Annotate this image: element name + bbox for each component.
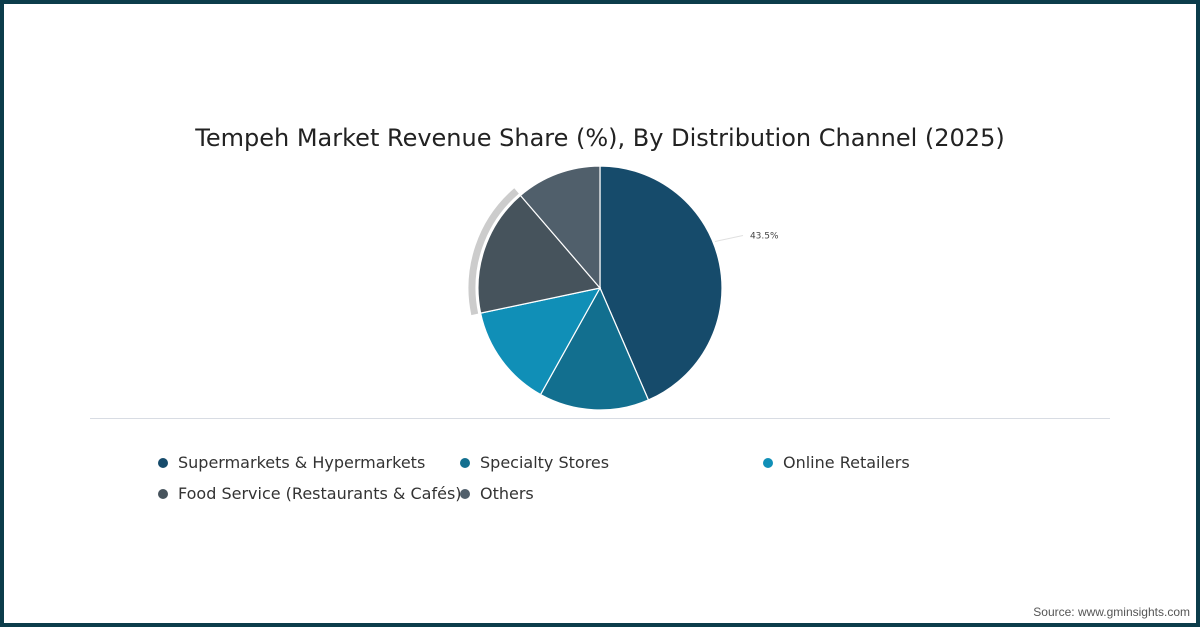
chart-title: Tempeh Market Revenue Share (%), By Dist… bbox=[195, 124, 1005, 152]
legend-label: Food Service (Restaurants & Cafés) bbox=[178, 484, 462, 503]
pie-chart: 43.5% bbox=[468, 165, 779, 411]
legend-marker bbox=[460, 457, 470, 468]
pie-slice-4[interactable] bbox=[519, 165, 601, 290]
legend-label: Online Retailers bbox=[783, 453, 910, 472]
legend-divider bbox=[90, 418, 1110, 419]
legend-label: Others bbox=[480, 484, 534, 503]
legend-item-online-retailers[interactable]: Online Retailers bbox=[763, 453, 910, 472]
legend-label: Supermarkets & Hypermarkets bbox=[178, 453, 426, 472]
legend-marker bbox=[158, 488, 168, 499]
pie-slice-2[interactable] bbox=[479, 287, 602, 396]
legend-item-supermarkets[interactable]: Supermarkets & Hypermarkets bbox=[158, 453, 425, 472]
legend-item-others[interactable]: Others bbox=[460, 484, 534, 503]
legend-marker bbox=[158, 457, 168, 468]
legend-label: Specialty Stores bbox=[480, 453, 610, 472]
legend-marker bbox=[763, 457, 773, 468]
data-label-connector bbox=[714, 235, 744, 243]
data-label-supermarkets: 43.5% bbox=[750, 232, 779, 242]
slice-hover-halo bbox=[468, 188, 519, 316]
pie-slice-1[interactable] bbox=[539, 286, 650, 411]
legend-item-specialty-stores[interactable]: Specialty Stores bbox=[460, 453, 609, 472]
legend-item-food-service[interactable]: Food Service (Restaurants & Cafés) bbox=[158, 484, 462, 503]
legend-marker bbox=[460, 488, 470, 499]
source-note: Source: www.gminsights.com bbox=[1033, 605, 1190, 619]
pie-slice-3[interactable] bbox=[477, 194, 602, 314]
pie-slice-0[interactable] bbox=[599, 165, 723, 401]
